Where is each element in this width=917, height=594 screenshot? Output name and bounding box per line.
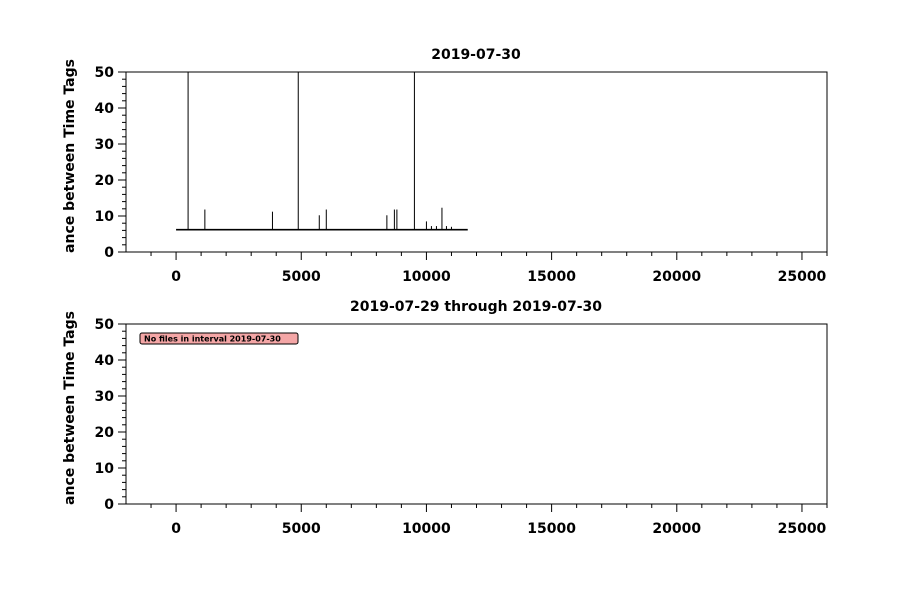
y-tick-label: 30	[95, 137, 115, 153]
top-y-axis-label: ance between Time Tags	[62, 59, 78, 253]
x-tick-label: 0	[171, 521, 181, 537]
x-tick-label: 20000	[652, 269, 701, 285]
y-tick-label: 10	[95, 461, 115, 477]
y-tick-label: 0	[104, 245, 114, 261]
top-x-ticks: 0 5000 10000 15000 20000 25000	[150, 252, 828, 285]
bottom-y-ticks: 0 10 20 30 40 50	[95, 317, 126, 513]
bottom-plot-frame	[125, 323, 828, 505]
x-tick-label: 25000	[778, 269, 827, 285]
x-tick-label: 5000	[282, 269, 321, 285]
x-tick-label: 10000	[402, 269, 451, 285]
y-tick-label: 50	[95, 65, 115, 81]
x-tick-label: 25000	[778, 521, 827, 537]
y-tick-label: 20	[95, 173, 115, 189]
no-files-annotation: No files in interval 2019-07-30	[139, 332, 299, 345]
annotation-box	[139, 332, 299, 345]
y-tick-label: 30	[95, 389, 115, 405]
x-tick-label: 5000	[282, 521, 321, 537]
x-tick-label: 15000	[527, 521, 576, 537]
top-data-marks	[176, 72, 468, 231]
y-tick-label: 20	[95, 425, 115, 441]
top-plot-frame	[125, 71, 828, 253]
y-tick-label: 10	[95, 209, 115, 225]
bottom-y-axis-label: ance between Time Tags	[62, 311, 78, 505]
x-tick-label: 10000	[402, 521, 451, 537]
y-tick-label: 40	[95, 101, 115, 117]
x-tick-label: 0	[171, 269, 181, 285]
top-chart-title: 2019-07-30	[431, 47, 521, 63]
y-tick-label: 0	[104, 497, 114, 513]
top-y-ticks: 0 10 20 30 40 50	[95, 65, 126, 261]
y-tick-label: 50	[95, 317, 115, 333]
y-tick-label: 40	[95, 353, 115, 369]
bottom-panel: 2019-07-29 through 2019-07-30 ance betwe…	[62, 299, 828, 537]
bottom-chart-title: 2019-07-29 through 2019-07-30	[350, 299, 602, 315]
bottom-x-ticks: 0 5000 10000 15000 20000 25000	[150, 504, 828, 537]
x-tick-label: 20000	[652, 521, 701, 537]
top-panel: 2019-07-30 ance between Time Tags 0 10 20 3…	[62, 47, 828, 285]
x-tick-label: 15000	[527, 269, 576, 285]
annotation-text: No files in interval 2019-07-30	[144, 335, 281, 344]
